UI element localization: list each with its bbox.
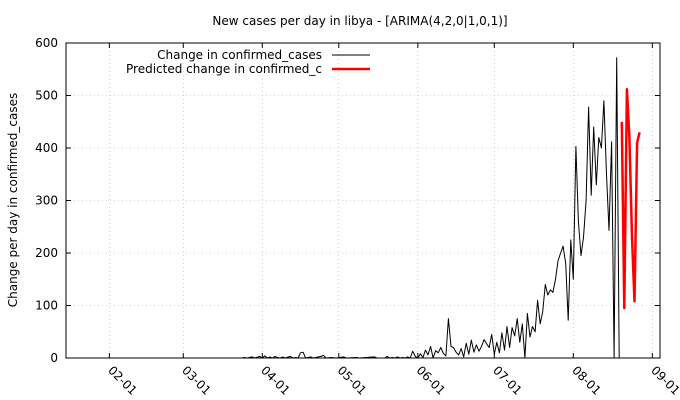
y-tick-label: 400: [35, 141, 58, 155]
x-tick-label: 07-01: [490, 363, 525, 398]
x-tick-label: 02-01: [105, 363, 140, 398]
y-tick-label: 600: [35, 36, 58, 50]
y-tick-label: 100: [35, 299, 58, 313]
y-tick-label: 200: [35, 246, 58, 260]
legend: Change in confirmed_cases Predicted chan…: [126, 48, 370, 76]
x-ticks: 02-01 03-01 04-01 05-01 06-01 07-01 08-01 09-01: [105, 43, 680, 398]
series-line-predicted: [620, 87, 641, 310]
x-tick-label: 09-01: [648, 363, 680, 398]
legend-label-cases: Change in confirmed_cases: [157, 48, 322, 62]
series-layer: [241, 57, 641, 359]
y-tick-label: 0: [50, 351, 58, 365]
chart-title: New cases per day in libya - [ARIMA(4,2,…: [212, 14, 507, 28]
x-tick-label: 04-01: [258, 363, 293, 398]
y-tick-label: 300: [35, 194, 58, 208]
grid: [66, 43, 660, 358]
x-tick-label: 06-01: [414, 363, 449, 398]
x-tick-label: 08-01: [569, 363, 604, 398]
series-line-confirmed-cases: [241, 57, 620, 359]
x-tick-label: 03-01: [179, 363, 214, 398]
y-tick-label: 500: [35, 89, 58, 103]
y-axis-label: Change per day in confirmed_cases: [6, 93, 20, 308]
legend-label-predicted: Predicted change in confirmed_c: [126, 62, 322, 76]
x-tick-label: 05-01: [335, 363, 370, 398]
y-ticks: 0 100 200 300 400 500 600: [35, 36, 660, 365]
